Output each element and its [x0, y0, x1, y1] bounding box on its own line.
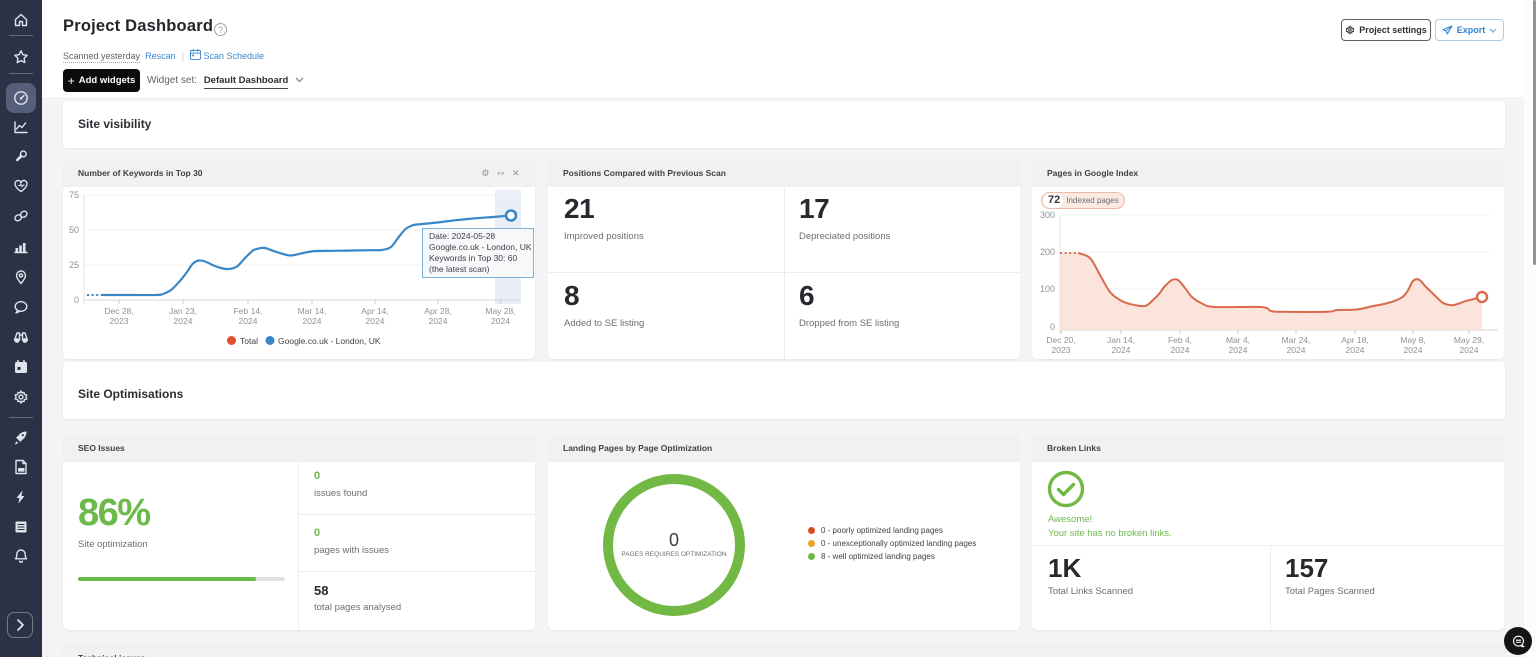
svg-text:2024: 2024: [1287, 345, 1306, 355]
svg-text:2024: 2024: [1112, 345, 1131, 355]
svg-text:2024: 2024: [1229, 345, 1248, 355]
svg-text:2024: 2024: [303, 316, 322, 326]
svg-text:100: 100: [1040, 284, 1055, 294]
svg-text:2024: 2024: [174, 316, 193, 326]
svg-text:May 8,: May 8,: [1400, 335, 1426, 345]
svg-text:2023: 2023: [1052, 345, 1071, 355]
svg-text:2024: 2024: [239, 316, 258, 326]
svg-text:75: 75: [69, 190, 79, 200]
svg-text:300: 300: [1040, 210, 1055, 220]
svg-text:Apr 28,: Apr 28,: [424, 306, 451, 316]
svg-text:Mar 24,: Mar 24,: [1282, 335, 1311, 345]
svg-text:Dec 28,: Dec 28,: [104, 306, 133, 316]
svg-text:2024: 2024: [1404, 345, 1423, 355]
svg-text:Apr 18,: Apr 18,: [1341, 335, 1368, 345]
svg-text:Apr 14,: Apr 14,: [361, 306, 388, 316]
svg-text:Feb 4,: Feb 4,: [1168, 335, 1192, 345]
svg-text:2024: 2024: [1346, 345, 1365, 355]
svg-text:200: 200: [1040, 247, 1055, 257]
svg-text:Mar 14,: Mar 14,: [298, 306, 327, 316]
svg-text:May 28,: May 28,: [485, 306, 515, 316]
svg-text:Jan 14,: Jan 14,: [1107, 335, 1135, 345]
svg-text:Jan 23,: Jan 23,: [169, 306, 197, 316]
svg-text:Total: Total: [240, 336, 258, 346]
svg-text:2024: 2024: [491, 316, 510, 326]
svg-text:2024: 2024: [1460, 345, 1479, 355]
svg-text:2024: 2024: [1171, 345, 1190, 355]
svg-text:Mar 4,: Mar 4,: [1226, 335, 1250, 345]
svg-text:2024: 2024: [429, 316, 448, 326]
svg-text:Google.co.uk - London, UK: Google.co.uk - London, UK: [278, 336, 381, 346]
svg-text:May 29,: May 29,: [1454, 335, 1484, 345]
svg-text:25: 25: [69, 260, 79, 270]
svg-text:0: 0: [74, 295, 79, 305]
svg-text:2023: 2023: [110, 316, 129, 326]
svg-text:Feb 14,: Feb 14,: [234, 306, 263, 316]
svg-text:Dec 20,: Dec 20,: [1046, 335, 1075, 345]
svg-text:2024: 2024: [366, 316, 385, 326]
svg-text:0: 0: [1050, 322, 1055, 332]
svg-text:50: 50: [69, 225, 79, 235]
